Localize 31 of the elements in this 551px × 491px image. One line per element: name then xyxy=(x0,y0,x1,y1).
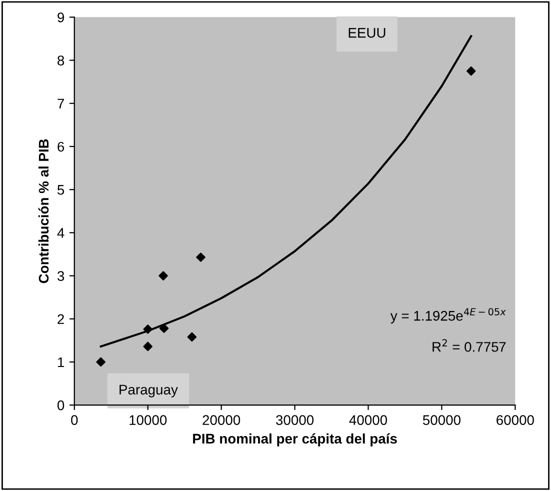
y-tick-label: 3 xyxy=(57,271,64,281)
annotation: R$^{2}$ = 0.7757 xyxy=(432,339,506,352)
y-tick-label: 5 xyxy=(57,185,64,195)
y-tick-label: 4 xyxy=(57,228,64,238)
point xyxy=(159,324,169,333)
y-tick-label: 1 xyxy=(58,357,64,368)
annotation: y = 1.1925e$^{4E−05x}$ xyxy=(390,308,506,324)
y-tick-label: 7 xyxy=(58,98,64,108)
x-tick-label: 40000 xyxy=(349,415,388,425)
annotation: EEUU xyxy=(348,28,386,38)
x-tick-label: 50000 xyxy=(422,415,460,425)
x-tick-label: 20000 xyxy=(202,415,240,425)
point xyxy=(466,66,476,76)
y-axis-title: Contribución % al PIB xyxy=(38,139,49,284)
point xyxy=(196,252,206,262)
y-tick-label: 8 xyxy=(58,56,64,66)
point xyxy=(96,357,106,367)
point xyxy=(143,324,152,334)
point xyxy=(143,342,152,352)
point xyxy=(158,271,168,280)
y-tick-label: 0 xyxy=(57,400,64,410)
point xyxy=(187,332,197,342)
x-tick-label: 10000 xyxy=(130,415,167,425)
x-tick-label: 60000 xyxy=(496,415,534,425)
y-tick-label: 6 xyxy=(58,142,64,152)
y-tick-label: 2 xyxy=(58,314,64,324)
y-tick-label: 9 xyxy=(58,12,64,22)
annotation: Paraguay xyxy=(120,384,178,398)
x-tick-label: 30000 xyxy=(276,415,314,425)
x-axis-title: PIB nominal per cápita del país xyxy=(193,433,397,446)
x-tick-label: 0 xyxy=(71,415,78,425)
